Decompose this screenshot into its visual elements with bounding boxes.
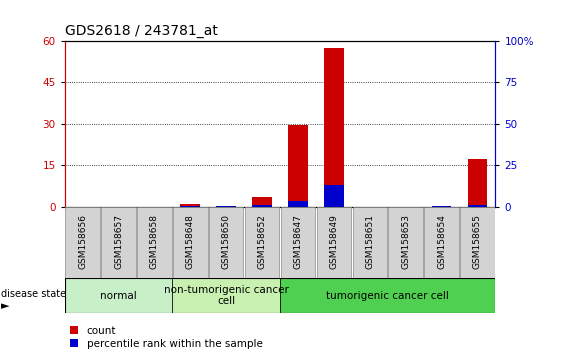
Bar	[252, 198, 272, 207]
Text: GDS2618 / 243781_at: GDS2618 / 243781_at	[65, 24, 218, 38]
Bar	[65, 278, 172, 313]
Text: non-tumorigenic cancer
cell: non-tumorigenic cancer cell	[164, 285, 289, 307]
Bar	[288, 201, 308, 207]
Text: GSM158649: GSM158649	[329, 213, 338, 269]
Text: GSM158651: GSM158651	[365, 213, 374, 269]
Bar	[280, 278, 495, 313]
Text: GSM158650: GSM158650	[222, 213, 231, 269]
Bar	[216, 206, 236, 207]
Text: GSM158656: GSM158656	[78, 213, 87, 269]
Bar	[432, 206, 452, 207]
Bar	[245, 207, 279, 278]
Text: GSM158655: GSM158655	[473, 213, 482, 269]
Text: GSM158658: GSM158658	[150, 213, 159, 269]
Bar	[425, 207, 459, 278]
Bar	[137, 207, 172, 278]
Bar	[288, 125, 308, 207]
Bar	[352, 207, 387, 278]
Bar	[281, 207, 315, 278]
Bar	[181, 206, 200, 207]
Text: GSM158648: GSM158648	[186, 213, 195, 269]
Text: GSM158652: GSM158652	[258, 213, 267, 269]
Bar	[388, 207, 423, 278]
Bar	[317, 207, 351, 278]
Bar	[468, 205, 488, 207]
Bar	[252, 205, 272, 207]
Legend: count, percentile rank within the sample: count, percentile rank within the sample	[70, 326, 262, 349]
Bar	[324, 48, 344, 207]
Bar	[209, 207, 243, 278]
Bar	[172, 278, 280, 313]
Text: tumorigenic cancer cell: tumorigenic cancer cell	[327, 291, 449, 301]
Bar	[173, 207, 208, 278]
Bar	[181, 204, 200, 207]
Text: GSM158647: GSM158647	[293, 213, 302, 269]
Bar	[324, 185, 344, 207]
Bar	[65, 207, 100, 278]
Text: normal: normal	[100, 291, 137, 301]
Text: GSM158654: GSM158654	[437, 213, 446, 269]
Text: GSM158653: GSM158653	[401, 213, 410, 269]
Bar	[461, 207, 495, 278]
Text: GSM158657: GSM158657	[114, 213, 123, 269]
Text: disease state: disease state	[1, 289, 66, 299]
Bar	[101, 207, 136, 278]
Text: ►: ►	[1, 301, 9, 311]
Bar	[468, 159, 488, 207]
